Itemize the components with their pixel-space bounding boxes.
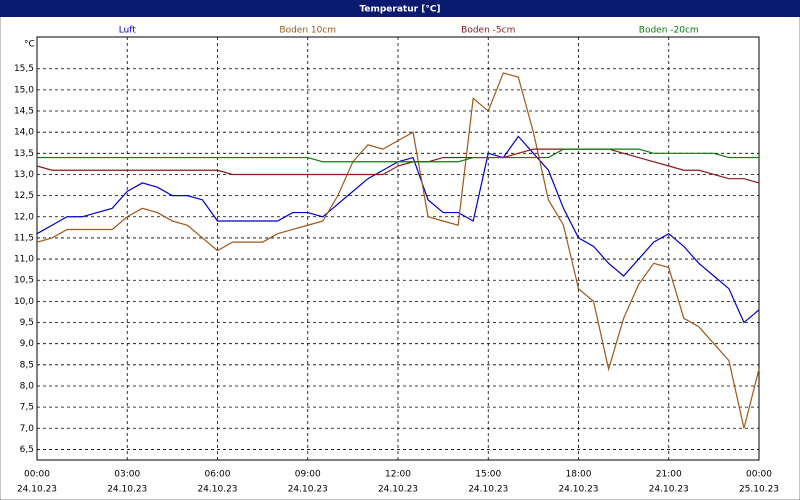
y-tick-label: 14,0: [14, 128, 34, 138]
x-tick-date: 24.10.23: [468, 485, 508, 495]
x-tick-label: 00:00: [746, 470, 772, 480]
x-tick-label: 18:00: [566, 470, 592, 480]
y-tick-label: 13,5: [14, 149, 34, 159]
y-tick-label: 13,0: [14, 170, 34, 180]
x-tick-date: 24.10.23: [558, 485, 598, 495]
chart-title: Temperatur [°C]: [359, 5, 440, 15]
y-tick-label: 10,5: [14, 276, 34, 286]
x-tick-label: 21:00: [656, 470, 682, 480]
legend-entry: Boden 10cm: [279, 26, 336, 36]
legend-entry: Boden -5cm: [461, 26, 515, 36]
y-tick-label: 11,5: [14, 233, 34, 243]
series-line: [36, 148, 760, 184]
y-tick-label: 10,0: [14, 297, 34, 307]
legend-entry: Luft: [119, 26, 137, 36]
x-tick-label: 00:00: [24, 470, 50, 480]
y-tick-label: 9,5: [20, 318, 34, 328]
x-tick-date: 24.10.23: [107, 485, 147, 495]
x-tick-date: 25.10.23: [739, 485, 779, 495]
y-tick-label: 15,0: [14, 85, 34, 95]
y-tick-label: 11,0: [14, 255, 34, 265]
y-tick-label: 7,0: [20, 424, 35, 434]
x-tick-label: 12:00: [385, 470, 411, 480]
x-tick-date: 24.10.23: [378, 485, 418, 495]
x-tick-date: 24.10.23: [17, 485, 57, 495]
x-tick-date: 24.10.23: [197, 485, 237, 495]
x-tick-label: 03:00: [114, 470, 140, 480]
x-tick-label: 09:00: [295, 470, 321, 480]
y-tick-label: 8,5: [20, 360, 34, 370]
x-tick-date: 24.10.23: [649, 485, 689, 495]
series-line: [37, 148, 759, 163]
legend-entry: Boden -20cm: [639, 26, 699, 36]
y-tick-label: 8,0: [20, 381, 35, 391]
y-tick-label: 12,0: [14, 212, 34, 222]
y-tick-label: 7,5: [20, 403, 34, 413]
y-tick-label: 9,0: [20, 339, 35, 349]
y-unit: °C: [24, 40, 35, 50]
y-tick-label: 12,5: [14, 191, 34, 201]
x-tick-label: 15:00: [475, 470, 501, 480]
y-tick-label: 15,5: [14, 64, 34, 74]
x-tick-date: 24.10.23: [288, 485, 328, 495]
series-line: [36, 72, 760, 429]
x-tick-label: 06:00: [205, 470, 231, 480]
y-tick-label: 6,5: [20, 445, 34, 455]
title-bar: [0, 0, 800, 17]
y-tick-label: 14,5: [14, 107, 34, 117]
